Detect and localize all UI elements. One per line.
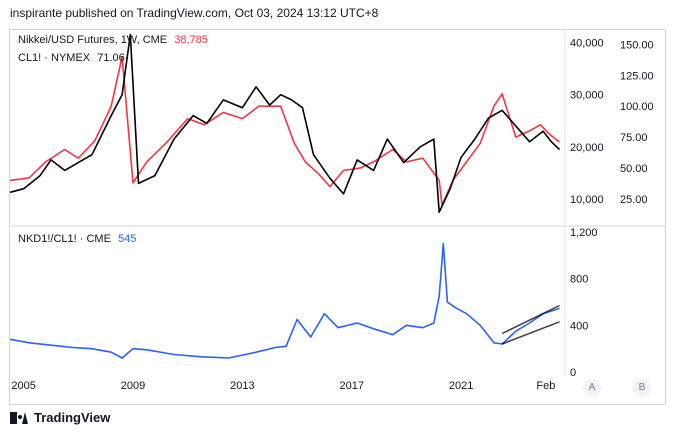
y-tick-right-4: 125.00 [620, 70, 654, 82]
legend-nikkei[interactable]: Nikkei/USD Futures, 1W, CME 38,785 [18, 34, 208, 46]
x-tick-0: 2005 [11, 380, 35, 392]
legend-ratio-name: NKD1!/CL1! · CME [18, 233, 111, 245]
trend-channel-lower [501, 321, 560, 345]
y-tick-left-3: 40,000 [570, 37, 604, 49]
y-tick-ratio-1: 400 [570, 320, 588, 332]
y-tick-right-3: 100.00 [620, 101, 654, 113]
y-tick-ratio-2: 800 [570, 274, 588, 286]
footer-brand-label: TradingView [34, 410, 111, 425]
chart-frame[interactable] [9, 29, 666, 405]
x-tick-3: 2017 [340, 380, 364, 392]
y-tick-left-0: 10,000 [570, 194, 604, 206]
x-tick-1: 2009 [121, 380, 145, 392]
y-tick-right-0: 25.00 [620, 194, 648, 206]
y-tick-right-5: 150.00 [620, 39, 654, 51]
publish-info: inspirante published on TradingView.com,… [10, 6, 379, 20]
x-tick-2: 2013 [230, 380, 254, 392]
button-b[interactable]: B [633, 379, 651, 397]
y-tick-ratio-3: 1,200 [570, 227, 598, 239]
footer-brand[interactable]: TradingView [10, 410, 110, 425]
series-nikkei-line [9, 33, 561, 213]
y-tick-right-1: 50.00 [620, 163, 648, 175]
legend-nikkei-name: Nikkei/USD Futures, 1W, CME [18, 34, 168, 46]
legend-crude-name: CL1! · NYMEX [18, 52, 91, 64]
legend-crude-value: 71.06 [97, 52, 125, 64]
legend-ratio-value: 545 [117, 233, 137, 245]
y-tick-left-2: 30,000 [570, 90, 604, 102]
x-tick-5: Feb [536, 380, 555, 392]
trend-channel-upper [501, 304, 560, 335]
legend-crude[interactable]: CL1! · NYMEX 71.06 [18, 52, 125, 64]
y-tick-right-2: 75.00 [620, 132, 648, 144]
series-ratio-line [9, 242, 560, 359]
x-tick-4: 2021 [449, 380, 473, 392]
legend-nikkei-value: 38,785 [174, 34, 208, 46]
tradingview-logo-icon [10, 411, 28, 424]
legend-ratio[interactable]: NKD1!/CL1! · CME 545 [18, 233, 136, 245]
y-tick-left-1: 20,000 [570, 142, 604, 154]
y-tick-ratio-0: 0 [570, 367, 576, 379]
series-crude-line [9, 55, 560, 206]
button-a[interactable]: A [583, 379, 601, 397]
